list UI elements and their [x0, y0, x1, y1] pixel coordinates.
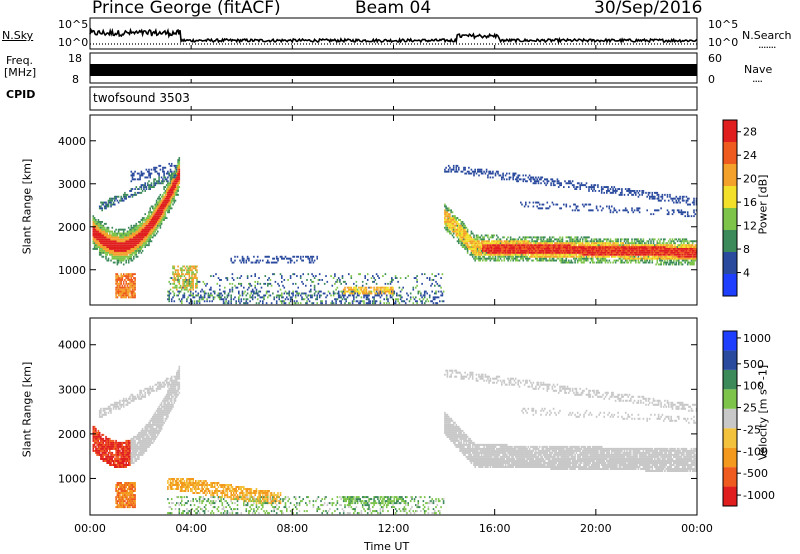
- velocity-colorbar-tick-label: 1000: [743, 332, 771, 345]
- power-colorbar-segment: [723, 252, 737, 274]
- station-title: Prince George (fitACF): [92, 0, 281, 18]
- nave-tick-top: 60: [708, 52, 722, 65]
- velocity-colorbar-tick-label: 25: [743, 402, 757, 415]
- time-tick-label: 20:00: [580, 522, 612, 535]
- time-xlabel: Time UT: [364, 540, 410, 553]
- nsky-tick-top: 10^5: [58, 18, 89, 31]
- velocity-colorbar-tick-label: 100: [743, 380, 764, 393]
- velocity-colorbar-tick-label: -500: [743, 467, 768, 480]
- date-title: 30/Sep/2016: [594, 0, 703, 18]
- velocity-colorbar-frame: [722, 330, 738, 507]
- velocity-colorbar-tick-label: -100: [743, 445, 768, 458]
- cpid-label: CPID: [6, 88, 36, 101]
- nsearch-tick-bottom: 10^0: [708, 36, 739, 49]
- power-colorbar-tick-label: 20: [743, 173, 757, 186]
- velocity-colorbar-segment: [723, 467, 737, 487]
- power-colorbar-frame: [722, 119, 738, 297]
- power-heatmap-cells: [92, 157, 698, 305]
- freq-unit-label: [MHz]: [4, 66, 37, 79]
- freq-label: Freq.: [6, 54, 34, 67]
- velocity-heatmap-cells: [92, 365, 698, 515]
- freq-trace: [90, 64, 697, 76]
- velocity-colorbar-tick-label: 500: [743, 358, 764, 371]
- nsky-tick-bottom: 10^0: [58, 36, 89, 49]
- time-tick-label: 00:00: [681, 522, 713, 535]
- cpid-value: twofsound 3503: [93, 91, 190, 105]
- velocity-colorbar-tick-label: -25: [743, 423, 761, 436]
- power-colorbar-tick-label: 16: [743, 196, 757, 209]
- nsky-trace: [89, 27, 698, 45]
- velocity-colorbar-segment: [723, 331, 737, 351]
- time-tick-label: 12:00: [378, 522, 410, 535]
- power-colorbar-tick-label: 8: [743, 243, 750, 256]
- velocity-colorbar-segment: [723, 486, 737, 506]
- power-ytick-label: 2000: [58, 221, 86, 234]
- power-colorbar-tick-label: 28: [743, 126, 757, 139]
- time-tick-label: 04:00: [175, 522, 207, 535]
- power-colorbar-segment: [723, 208, 737, 230]
- power-colorbar-segment: [723, 142, 737, 164]
- power-ytick-label: 1000: [58, 264, 86, 277]
- power-ytick-label: 4000: [58, 135, 86, 148]
- nave-dots: ....: [752, 72, 763, 85]
- velocity-colorbar-segment: [723, 428, 737, 448]
- power-colorbar-tick-label: 12: [743, 220, 757, 233]
- power-colorbar-segment: [723, 186, 737, 208]
- power-colorbar-segment: [723, 120, 737, 142]
- power-colorbar-segment: [723, 274, 737, 296]
- time-tick-label: 08:00: [276, 522, 308, 535]
- velocity-colorbar-tick-label: -1000: [743, 489, 775, 502]
- nave-tick-bottom: 0: [708, 73, 715, 86]
- nsearch-label: N.Search: [742, 29, 792, 42]
- power-colorbar-segment: [723, 164, 737, 186]
- velocity-colorbar-segment: [723, 408, 737, 429]
- power-colorbar-tick-label: 24: [743, 149, 757, 162]
- nave-label: Nave: [744, 63, 773, 76]
- velocity-colorbar-segment: [723, 350, 737, 370]
- nsearch-dots: .......: [758, 38, 777, 51]
- freq-tick-top: 18: [68, 52, 82, 65]
- beam-title: Beam 04: [355, 0, 432, 18]
- velocity-ytick-label: 2000: [58, 428, 86, 441]
- power-colorbar-segment: [723, 230, 737, 252]
- freq-tick-bottom: 8: [72, 73, 79, 86]
- time-tick-label: 16:00: [479, 522, 511, 535]
- velocity-ytick-label: 1000: [58, 472, 86, 485]
- nsky-label: N.Sky: [2, 29, 34, 42]
- velocity-colorbar-segment: [723, 369, 737, 390]
- velocity-ytick-label: 3000: [58, 383, 86, 396]
- time-tick-label: 00:00: [74, 522, 106, 535]
- power-ytick-label: 3000: [58, 178, 86, 191]
- velocity-ytick-label: 4000: [58, 339, 86, 352]
- nsearch-tick-top: 10^5: [708, 18, 739, 31]
- power-colorbar-tick-label: 4: [743, 267, 750, 280]
- velocity-colorbar-segment: [723, 389, 737, 409]
- velocity-colorbar-segment: [723, 447, 737, 468]
